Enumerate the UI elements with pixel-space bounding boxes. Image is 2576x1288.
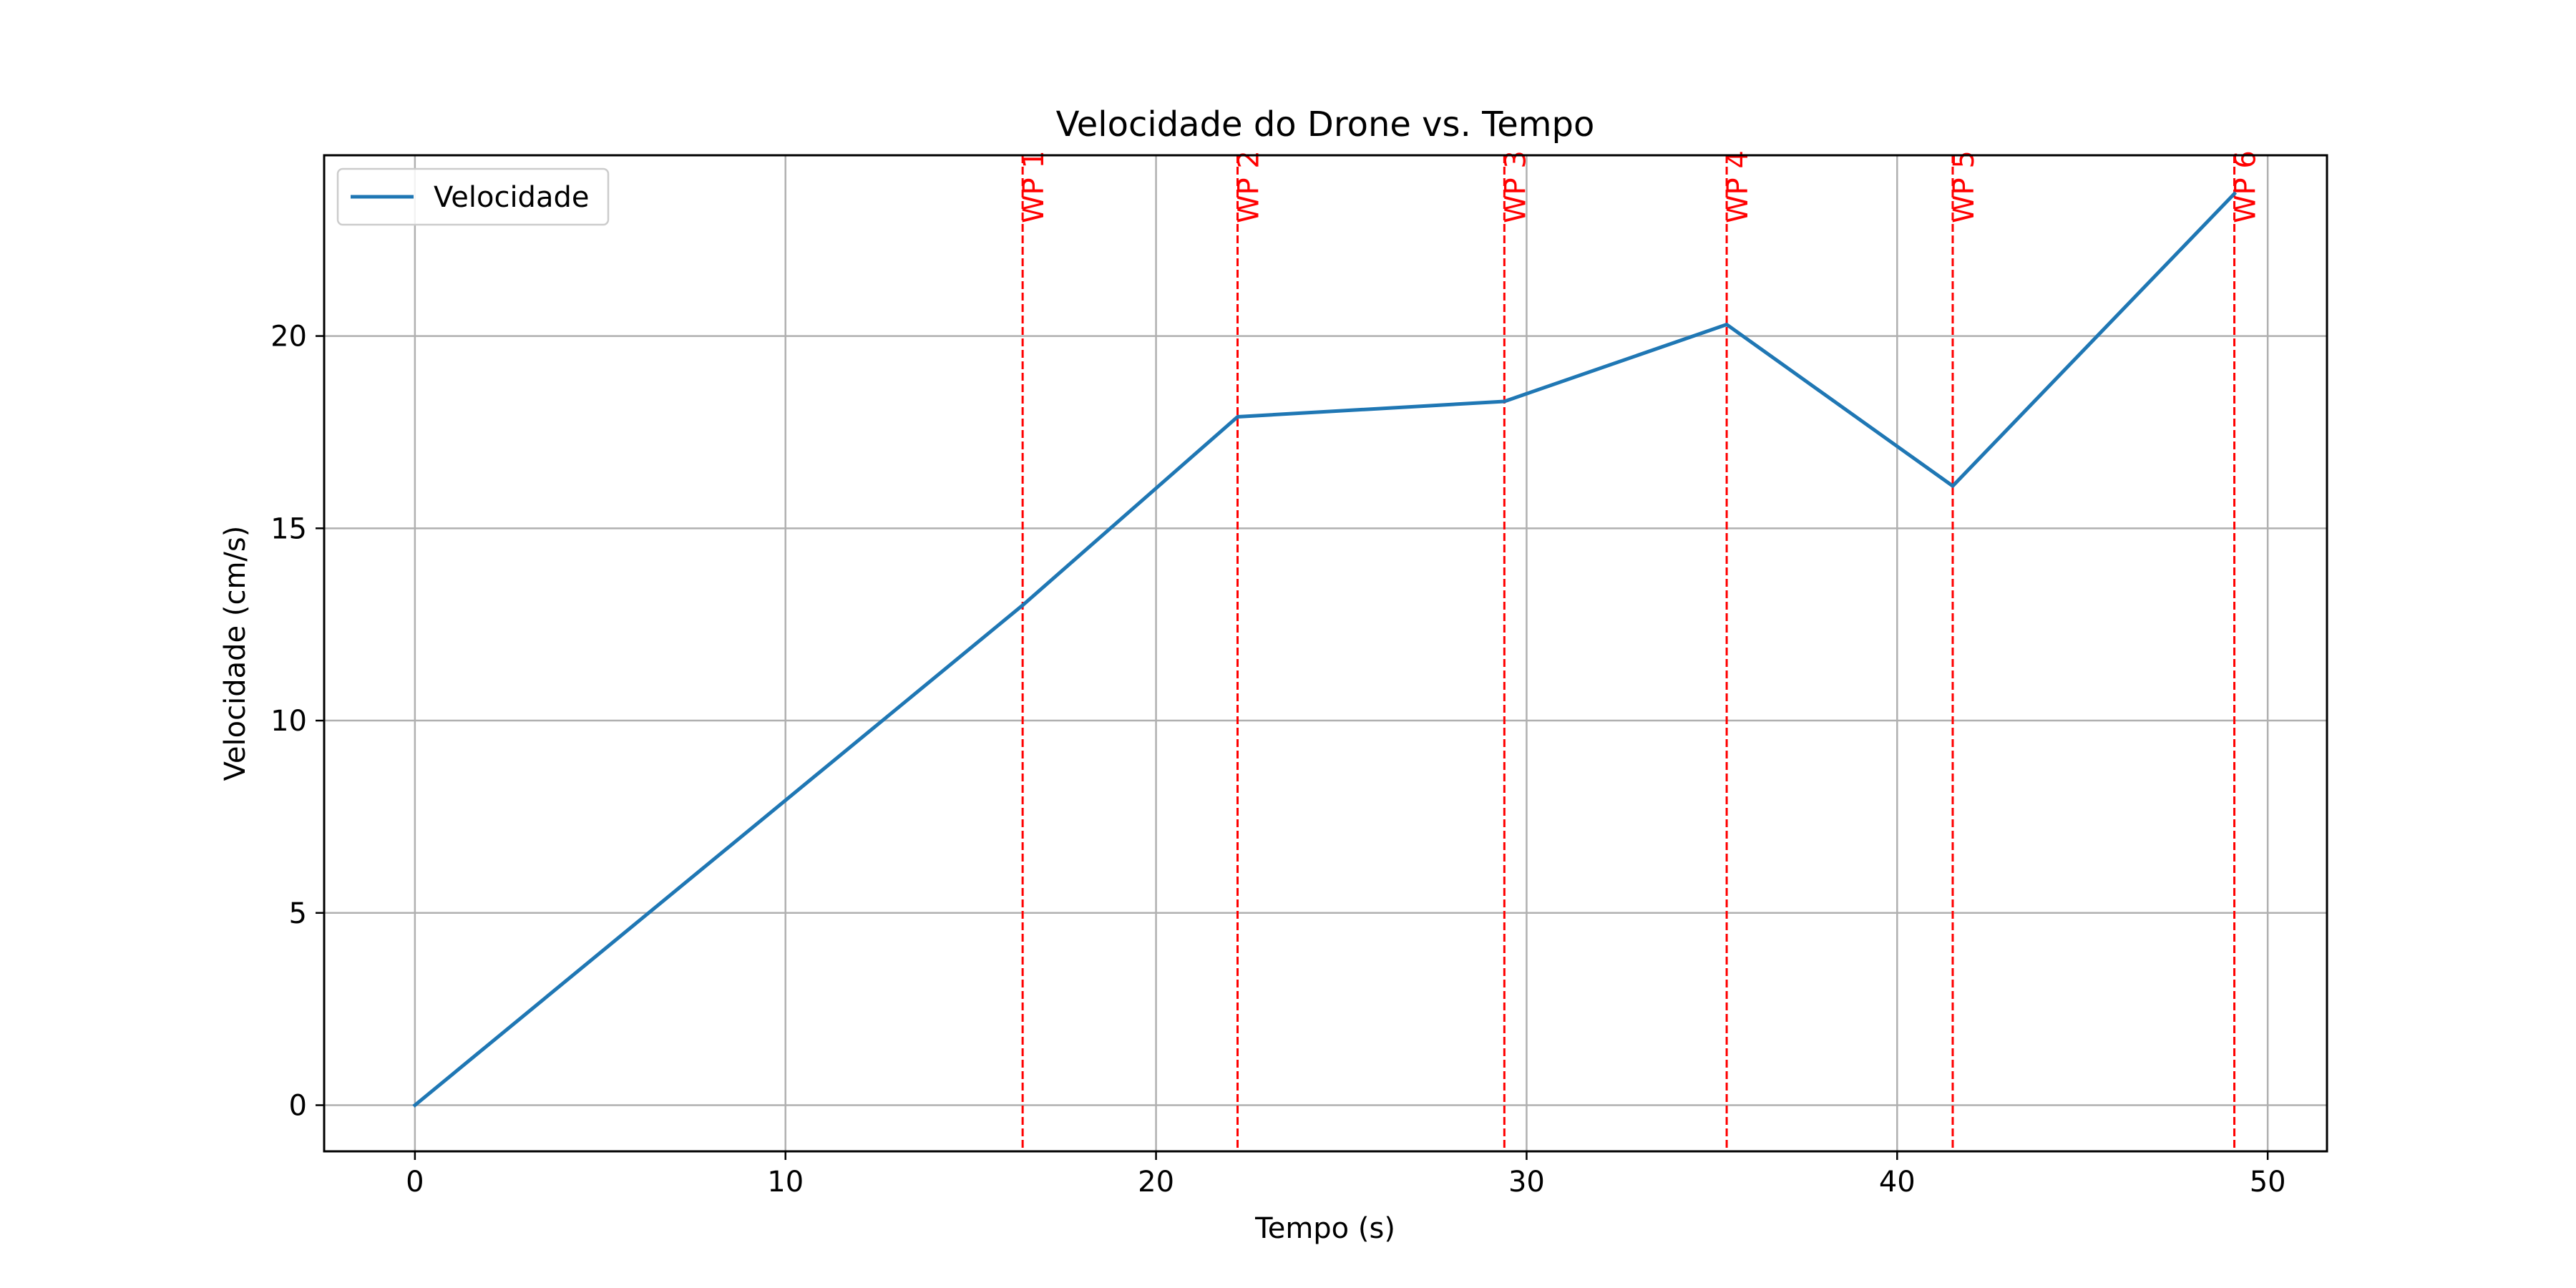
legend-box xyxy=(336,167,610,226)
grid-layer xyxy=(324,155,2327,1151)
x-tick-label: 50 xyxy=(2250,1166,2286,1199)
waypoint-layer: WP 1 WP 2 WP 3 WP 4 WP 5 WP 6 xyxy=(1018,150,2263,1151)
y-tick-label: 5 xyxy=(289,897,307,930)
legend-label: Velocidade xyxy=(434,181,589,214)
x-tick-label: 10 xyxy=(767,1166,804,1199)
x-tick-label: 30 xyxy=(1508,1166,1545,1199)
waypoint-label: WP 2 xyxy=(1233,150,1266,223)
y-axis-label: Velocidade (cm/s) xyxy=(219,526,252,781)
waypoint-label: WP 6 xyxy=(2230,150,2263,223)
waypoint-label: WP 5 xyxy=(1948,150,1981,223)
y-axis-ticks: 0 5 10 15 20 xyxy=(270,321,324,1123)
waypoint-label: WP 3 xyxy=(1499,150,1532,223)
waypoint-label: WP 4 xyxy=(1722,150,1755,223)
chart-title: Velocidade do Drone vs. Tempo xyxy=(1056,104,1595,145)
y-tick-label: 15 xyxy=(270,512,307,545)
x-axis-ticks: 0 10 20 30 40 50 xyxy=(406,1151,2286,1199)
x-tick-label: 20 xyxy=(1138,1166,1174,1199)
y-tick-label: 10 xyxy=(270,705,307,738)
legend: Velocidade xyxy=(336,167,610,226)
y-tick-label: 20 xyxy=(270,321,307,353)
x-axis-label: Tempo (s) xyxy=(1254,1212,1395,1245)
plot-area-frame xyxy=(323,154,2328,1153)
waypoint-label: WP 1 xyxy=(1018,150,1050,223)
series-line xyxy=(412,191,2238,1108)
series-layer xyxy=(412,191,2238,1108)
y-tick-label: 0 xyxy=(289,1090,307,1123)
x-tick-label: 0 xyxy=(406,1166,424,1199)
x-tick-label: 40 xyxy=(1879,1166,1916,1199)
